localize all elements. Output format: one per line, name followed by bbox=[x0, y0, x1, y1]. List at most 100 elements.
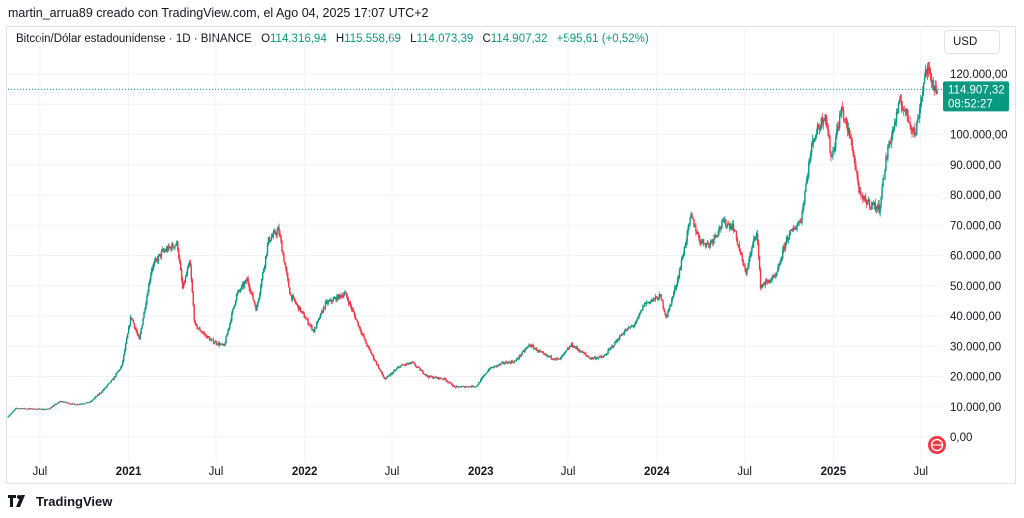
candle-body bbox=[510, 361, 513, 364]
candle-body bbox=[721, 220, 723, 228]
low-label: L bbox=[410, 33, 417, 45]
candle-body bbox=[553, 359, 555, 361]
candle-body bbox=[724, 219, 726, 223]
y-axis[interactable]: 120.000,00110.000,00100.000,0090.000,008… bbox=[950, 69, 1008, 444]
candle-body bbox=[823, 120, 825, 121]
candle-body bbox=[29, 408, 31, 410]
candle-body bbox=[847, 127, 850, 131]
candle-body bbox=[297, 304, 300, 310]
candle-body bbox=[723, 220, 725, 223]
candle-body bbox=[778, 263, 780, 268]
candle-body bbox=[448, 382, 450, 384]
candle-body bbox=[720, 227, 722, 229]
y-tick-label: 0,00 bbox=[950, 432, 972, 444]
candle-body bbox=[17, 408, 20, 410]
candle-body bbox=[239, 289, 242, 291]
candle-body bbox=[861, 194, 863, 197]
candle-body bbox=[149, 280, 151, 284]
candle-body bbox=[292, 296, 295, 298]
candle-body bbox=[809, 160, 811, 163]
candle-body bbox=[787, 238, 790, 240]
candle-body bbox=[682, 254, 685, 258]
candle-body bbox=[244, 280, 247, 283]
candle-body bbox=[706, 243, 709, 244]
candle-body bbox=[412, 362, 414, 363]
currency-button[interactable]: USD bbox=[944, 30, 1000, 54]
candle-body bbox=[462, 386, 465, 387]
candle-body bbox=[652, 298, 655, 300]
candle-body bbox=[855, 166, 857, 171]
candle-body bbox=[545, 354, 548, 356]
chart-frame[interactable] bbox=[6, 26, 1016, 484]
candle-body bbox=[463, 386, 466, 388]
candle-body bbox=[907, 114, 909, 122]
candle-body bbox=[49, 408, 52, 409]
open-label: O bbox=[261, 33, 271, 45]
candle-body bbox=[185, 274, 188, 277]
candle-body bbox=[157, 255, 160, 262]
candle-body bbox=[467, 387, 469, 388]
candle-body bbox=[80, 403, 83, 405]
x-tick-label: Jul bbox=[385, 466, 400, 478]
candle-body bbox=[245, 280, 248, 282]
candle-body bbox=[562, 354, 564, 357]
candle-body bbox=[655, 296, 658, 298]
candle-body bbox=[370, 350, 372, 353]
candle-body bbox=[664, 311, 666, 314]
candle-body bbox=[363, 335, 365, 339]
candle-body bbox=[667, 311, 669, 317]
candle-body bbox=[837, 126, 839, 130]
candle-body bbox=[675, 284, 678, 288]
symbol-label[interactable]: Bitcoin/Dólar estadounidense · 1D · BINA… bbox=[16, 33, 252, 45]
candle-body bbox=[658, 294, 660, 300]
candle-body bbox=[302, 311, 304, 314]
candle-body bbox=[841, 107, 844, 110]
candle-body bbox=[874, 202, 877, 210]
candle-body bbox=[689, 217, 691, 224]
candle-body bbox=[853, 155, 855, 158]
candle-body bbox=[857, 175, 859, 183]
candle-body bbox=[566, 348, 569, 350]
candle-body bbox=[632, 325, 634, 327]
candle-body bbox=[650, 300, 653, 302]
candle-body bbox=[191, 279, 193, 293]
candle-body bbox=[777, 267, 779, 273]
candle-body bbox=[330, 299, 332, 302]
candle-body bbox=[44, 409, 47, 410]
candle-body bbox=[894, 122, 897, 123]
candle-body bbox=[862, 196, 864, 200]
candle-body bbox=[645, 302, 647, 304]
candle-body bbox=[193, 305, 195, 321]
candle-body bbox=[497, 365, 499, 366]
candle-body bbox=[349, 302, 352, 306]
candle-body bbox=[59, 401, 61, 403]
candle-body bbox=[820, 117, 823, 129]
event-flag-icon[interactable] bbox=[928, 436, 946, 454]
candle-body bbox=[50, 406, 53, 409]
candle-body bbox=[520, 354, 522, 357]
candle-body bbox=[229, 322, 231, 328]
candle-body bbox=[101, 390, 104, 393]
candle-body bbox=[285, 264, 287, 269]
candle-body bbox=[238, 290, 241, 292]
candle-body bbox=[217, 342, 220, 345]
candle-body bbox=[554, 359, 556, 361]
candle-body bbox=[905, 108, 907, 110]
x-axis[interactable]: Jul 2021 Jul 2022 Jul 2023 Jul 2024 Jul 2025 Jul bbox=[32, 466, 928, 478]
candle-body bbox=[57, 402, 59, 404]
candle-body bbox=[192, 292, 194, 306]
candle-body bbox=[570, 343, 573, 347]
candle-body bbox=[768, 281, 770, 283]
candle-body bbox=[428, 375, 431, 378]
candle-body bbox=[90, 401, 92, 403]
candle-body bbox=[920, 101, 922, 109]
candle-body bbox=[259, 292, 261, 298]
candle-body bbox=[487, 369, 490, 372]
candle-body bbox=[249, 288, 251, 292]
candle-body bbox=[690, 213, 692, 218]
candle-body bbox=[28, 408, 30, 410]
candle-body bbox=[887, 146, 889, 158]
candle-body bbox=[22, 408, 25, 409]
candle-body bbox=[807, 175, 809, 178]
